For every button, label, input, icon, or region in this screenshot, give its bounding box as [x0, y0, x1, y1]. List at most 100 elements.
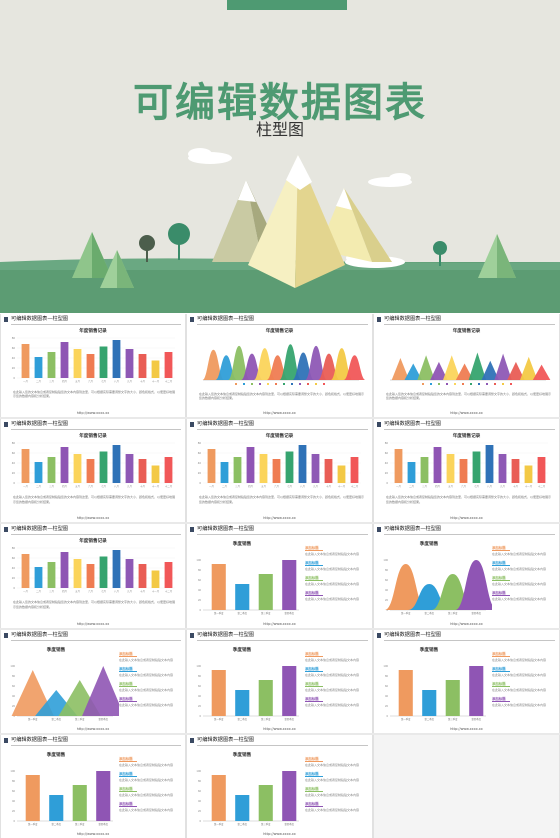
- bar: [422, 689, 437, 716]
- legend-item: 添加标题 在此输入文本信息或者复制粘贴文本内容: [492, 546, 556, 561]
- y-tick-label: 100: [10, 665, 15, 668]
- legend-item-text: 在此输入文本信息或者复制粘贴文本内容: [305, 702, 360, 707]
- slide-header-marker: [377, 422, 381, 428]
- slide-thumbnail-10[interactable]: 可编辑数据图表—柱型图 季度销售 0 20 40 60 80 100 第一季度 第二季度 第三季度 第…: [0, 629, 186, 733]
- legend-item: 添加标题 在此输入文本信息或者复制粘贴文本内容: [119, 667, 183, 682]
- footer-url: http://www.xxxx.xx: [450, 621, 483, 626]
- legend-item: 添加标题 在此输入文本信息或者复制粘贴文本内容: [119, 802, 183, 817]
- y-tick-label: 40: [12, 695, 16, 698]
- bar: [47, 457, 56, 484]
- y-tick-label: 80: [12, 336, 16, 340]
- slide-header-marker: [4, 737, 8, 743]
- slide-thumbnail-12[interactable]: 可编辑数据图表—柱型图 季度销售 0 20 40 60 80 100 第一季度 第二季度 第三季度 第…: [373, 629, 560, 733]
- x-tick-label: 一月: [396, 484, 401, 488]
- slide-thumbnail-7[interactable]: 可编辑数据图表—柱型图 年度销售记录 0 20 40 60 80 一月 二月 三月 四月 五月 六月 七月…: [0, 524, 186, 628]
- legend-item-text: 在此输入文本信息或者复制粘贴文本内容: [305, 582, 360, 587]
- y-tick-label: 100: [196, 770, 201, 773]
- description-text: 在此输入您的文本信息或者复制粘贴您的文本内容到这里，可以根据实际需要调整文字的大…: [13, 600, 176, 609]
- slide-header-divider: [197, 429, 368, 430]
- slide-thumbnail-2[interactable]: 可编辑数据图表—柱型图 年度销售记录 在此输入您的文本信息或者复制粘贴您的文本内容到…: [186, 314, 373, 418]
- chart-title: 季度销售: [232, 647, 252, 653]
- legend-item-title: 添加标题: [305, 576, 323, 582]
- x-tick-label: 八月: [114, 484, 119, 488]
- x-tick-label: 三月: [235, 484, 240, 488]
- slide-thumbnail-5[interactable]: 可编辑数据图表—柱型图 年度销售记录 0 20 40 60 80 一月 二月 三月 四月 五月 六月 七月…: [186, 419, 373, 523]
- bar: [259, 454, 268, 484]
- legend-item-title: 添加标题: [305, 802, 323, 807]
- x-tick-label: 十二月: [165, 589, 172, 593]
- x-tick-label: 八月: [114, 379, 119, 383]
- legend-item-title: 添加标题: [305, 561, 323, 567]
- x-tick-label: 三月: [49, 379, 54, 383]
- y-tick-label: 20: [12, 471, 16, 475]
- x-tick-label: 九月: [500, 484, 505, 488]
- title-slide-preview[interactable]: 可编辑数据图表 柱型图: [0, 0, 560, 313]
- chart-title: 年度销售记录: [452, 434, 481, 440]
- legend-list: 添加标题 在此输入文本信息或者复制粘贴文本内容 添加标题 在此输入文本信息或者复制粘贴…: [119, 757, 183, 817]
- slide-header-title: 可编辑数据图表—柱型图: [11, 316, 69, 322]
- bar: [21, 449, 30, 484]
- slide-thumbnail-6[interactable]: 可编辑数据图表—柱型图 年度销售记录 0 20 40 60 80 一月 二月 三月 四月 五月 六月 七月…: [373, 419, 560, 523]
- slide-header-title: 可编辑数据图表—柱型图: [197, 526, 255, 533]
- x-tick-label: 四月: [248, 484, 253, 488]
- legend-swatch: [291, 383, 293, 385]
- legend-item: 添加标题 在此输入文本信息或者复制粘贴文本内容: [305, 652, 369, 667]
- slide-header: 可编辑数据图表—柱型图: [187, 524, 372, 535]
- y-tick-label: 0: [199, 820, 201, 823]
- slide-thumbnail-11[interactable]: 可编辑数据图表—柱型图 季度销售 0 20 40 60 80 100 第一季度 第二季度 第三季度 第…: [186, 629, 373, 733]
- slide-thumbnail-4[interactable]: 可编辑数据图表—柱型图 年度销售记录 0 20 40 60 80 一月 二月 三月 四月 五月 六月 七月…: [0, 419, 186, 523]
- x-tick-label: 十一月: [152, 379, 159, 383]
- bar: [272, 459, 281, 484]
- slide-thumbnail-15[interactable]: [373, 734, 560, 838]
- slide-thumbnail-1[interactable]: 可编辑数据图表—柱型图 年度销售记录 0 20 40 60 80 一月 二月 三月 四月 五月 六月 七月…: [0, 314, 186, 418]
- chart-svg: 0 20 40 60 80 一月 二月 三月 四月 五月 六月 七月 八月 九月 十月 十一月 十二月: [12, 336, 175, 383]
- legend-item-title: 添加标题: [119, 652, 137, 657]
- chart-title: 年度销售记录: [79, 434, 107, 440]
- legend-item-text: 在此输入文本信息或者复制粘贴文本内容: [305, 552, 360, 557]
- legend-item: 添加标题 在此输入文本信息或者复制粘贴文本内容: [119, 787, 183, 802]
- slide-header-marker: [190, 632, 194, 638]
- slide-thumbnail-14[interactable]: 可编辑数据图表—柱型图 季度销售 0 20 40 60 80 100 第一季度 第二季度 第三季度 第…: [186, 734, 373, 838]
- y-tick-label: 20: [198, 599, 202, 602]
- x-tick-label: 三月: [422, 484, 427, 488]
- x-tick-label: 二月: [36, 379, 41, 383]
- legend-item-title: 添加标题: [119, 787, 137, 792]
- x-tick-label: 十月: [326, 484, 331, 488]
- legend-swatch: [430, 383, 432, 385]
- legend-swatch: [251, 383, 253, 385]
- legend-item-title: 添加标题: [305, 546, 323, 552]
- x-tick-label: 一月: [23, 484, 28, 488]
- bar: [324, 459, 333, 484]
- x-tick-label: 第一季度: [214, 611, 224, 615]
- x-tick-label: 二月: [409, 484, 414, 488]
- legend-item-title: 添加标题: [119, 667, 137, 672]
- slide-header-title: 可编辑数据图表—柱型图: [11, 526, 69, 533]
- x-tick-label: 第三季度: [448, 611, 458, 615]
- legend-item-title: 添加标题: [492, 546, 510, 552]
- legend-item-text: 在此输入文本信息或者复制粘贴文本内容: [492, 672, 547, 677]
- bar: [73, 559, 82, 589]
- slide-thumbnail-13[interactable]: 可编辑数据图表—柱型图 季度销售 0 20 40 60 80 100 第一季度 第二季度 第三季度 第…: [0, 734, 186, 838]
- legend-item-text: 在此输入文本信息或者复制粘贴文本内容: [492, 687, 547, 692]
- slide-thumbnail-9[interactable]: 可编辑数据图表—柱型图 季度销售 0 20 40 60 80 100 第一季度 第二季度 第三季度 第…: [373, 524, 560, 628]
- legend-swatch: [315, 383, 317, 385]
- bar: [445, 679, 460, 716]
- legend-item-text: 在此输入文本信息或者复制粘贴文本内容: [305, 672, 360, 677]
- slide-header: 可编辑数据图表—柱型图: [1, 735, 185, 746]
- slide-thumbnail-3[interactable]: 可编辑数据图表—柱型图 年度销售记录 在此输入您的文本信息或者复制粘贴您的文本内容到…: [373, 314, 560, 418]
- y-tick-label: 80: [385, 569, 389, 572]
- y-tick-label: 100: [196, 559, 201, 562]
- triangle-peak: [455, 363, 474, 380]
- slide-header: 可编辑数据图表—柱型图: [374, 630, 559, 641]
- bar: [420, 457, 429, 484]
- bar: [207, 449, 216, 484]
- slide-thumbnail-8[interactable]: 可编辑数据图表—柱型图 季度销售 0 20 40 60 80 100 第一季度 第二季度 第三季度 第…: [186, 524, 373, 628]
- slide-header: 可编辑数据图表—柱型图: [1, 419, 185, 430]
- bar: [337, 465, 346, 484]
- x-tick-label: 二月: [222, 484, 227, 488]
- y-tick-label: 60: [12, 346, 16, 350]
- x-tick-label: 七月: [101, 589, 106, 593]
- legend-item: 添加标题 在此输入文本信息或者复制粘贴文本内容: [492, 682, 556, 697]
- bar: [34, 357, 43, 378]
- chart-title: 季度销售: [232, 542, 252, 548]
